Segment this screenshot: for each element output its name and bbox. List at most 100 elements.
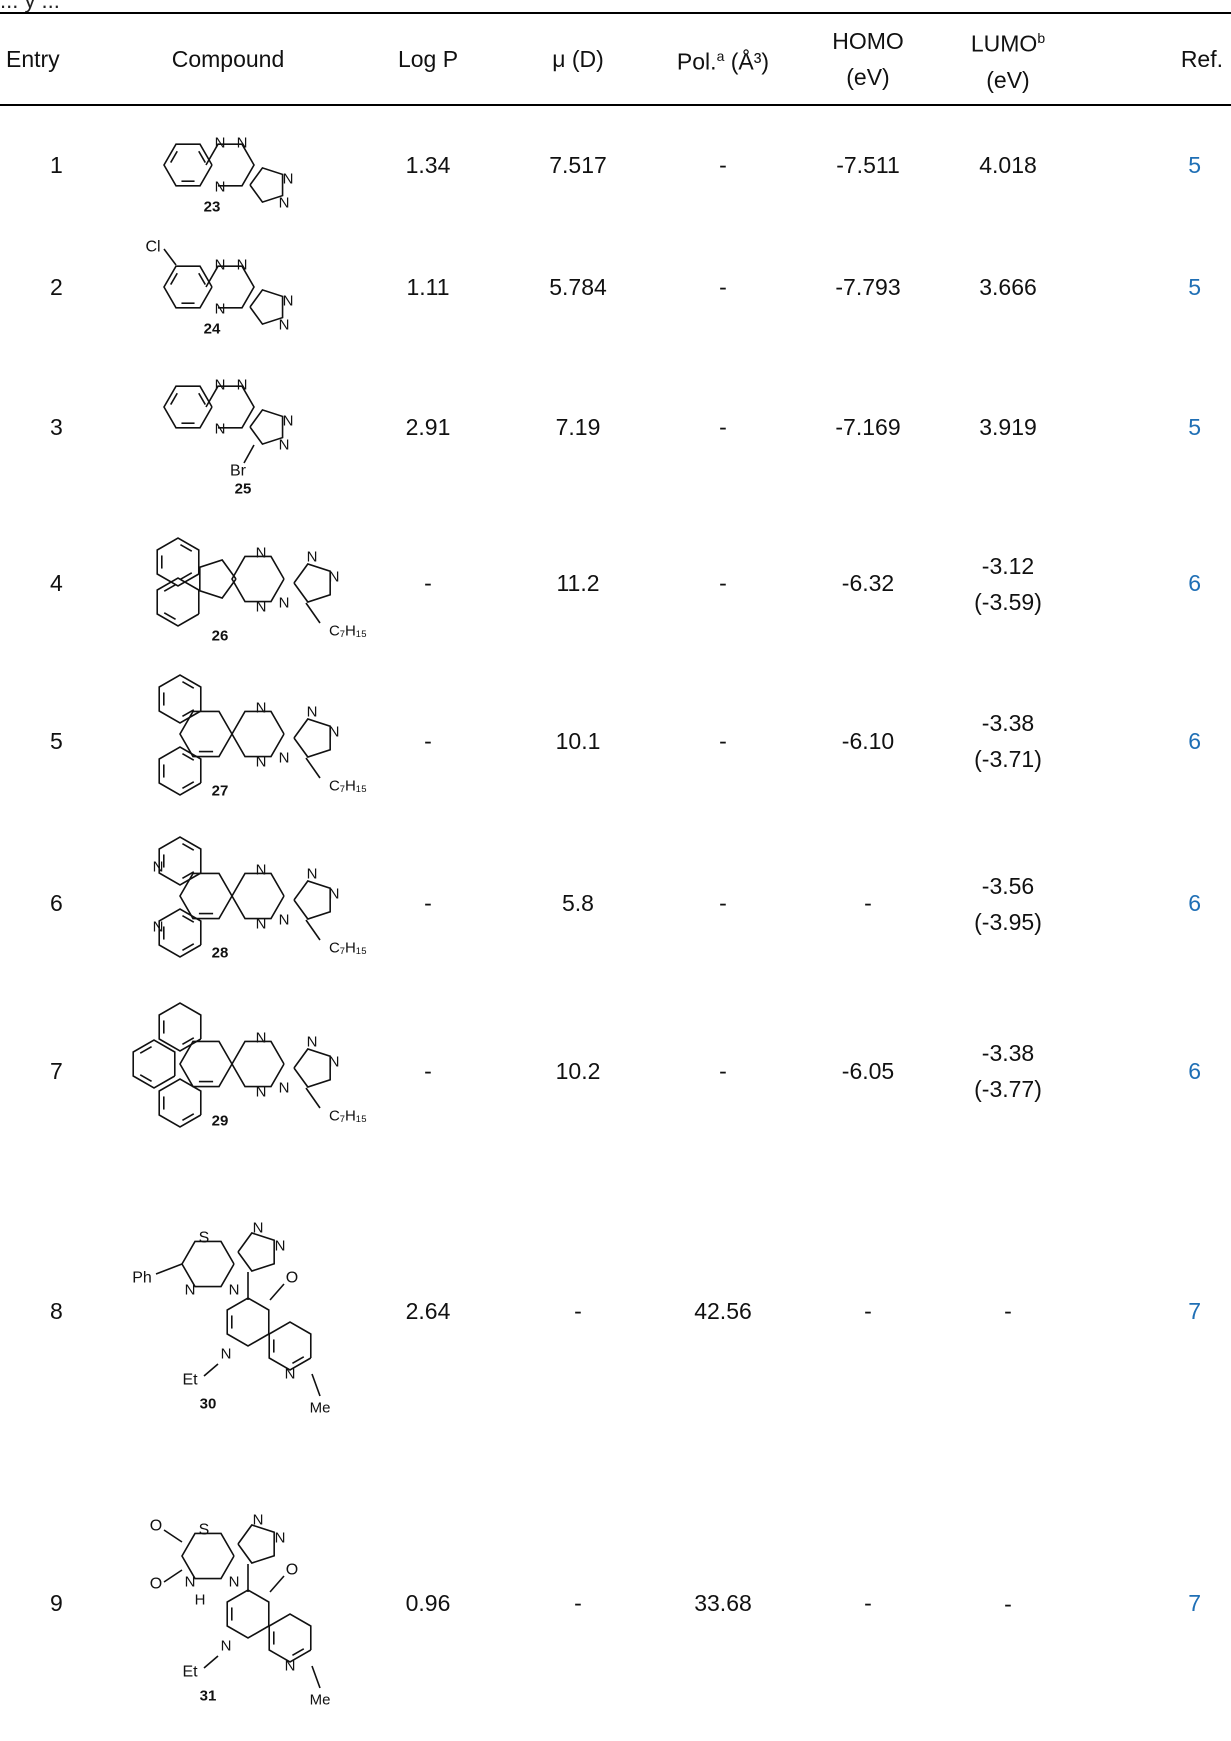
atom-label: H [195, 1592, 206, 1609]
atom-label: N [256, 1083, 267, 1100]
atom-label: N [215, 301, 226, 318]
atom-label: N [153, 859, 164, 876]
reference-link[interactable]: 7 [1188, 1297, 1201, 1324]
logp-cell: - [424, 570, 432, 596]
atom-label: N [329, 723, 340, 740]
atom-label: S [199, 1522, 210, 1539]
atom-label: N [253, 1219, 264, 1236]
homo-cell: -7.169 [835, 413, 901, 440]
lumo-cell: -3.12 (-3.59) [974, 552, 1042, 615]
table-row: 9 S N N N N O O H O N N Et Me 31 0.96 - 33.68 - - 7 [0, 1466, 1231, 1741]
pol-cell: - [719, 570, 727, 596]
lumo-cell: - [1004, 1590, 1012, 1617]
pol-cell: - [719, 890, 727, 916]
reference-link[interactable]: 6 [1188, 890, 1201, 916]
atom-label: N [229, 1574, 240, 1591]
table-row: 4 N N N N N C₇H₁₅ 26 - 11.2 - -6.32 -3.12 (-3.5… [0, 506, 1231, 661]
atom-label: Me [310, 1399, 331, 1416]
atom-label: N [329, 1053, 340, 1070]
lumo-cell: 4.018 [979, 152, 1037, 178]
lumo-cell: - [1004, 1298, 1012, 1324]
col-entry: Entry [6, 46, 60, 72]
atom-label: N [215, 179, 226, 196]
table-header-rule [0, 104, 1231, 106]
properties-table: Entry Compound Log P μ (D) Pol.a (Å³) HO… [0, 14, 1231, 1741]
reference-link[interactable]: 7 [1188, 1590, 1201, 1616]
entry-cell: 4 [50, 570, 63, 596]
lumo-cell: -3.38 (-3.71) [974, 710, 1042, 772]
pol-cell: - [719, 151, 727, 178]
compound-structure: S N N N N O O H O N N Et Me 31 [108, 1466, 348, 1741]
reference-link[interactable]: 5 [1188, 413, 1201, 440]
atom-label: O [286, 1269, 298, 1286]
lumo-cell: -3.56 (-3.95) [974, 872, 1042, 935]
atom-label: N [279, 912, 290, 929]
atom-label: C₇H₁₅ [329, 940, 367, 957]
table-row: 1 N N N N N 23 1.34 7.517 - -7.511 4.018 5 [0, 104, 1231, 226]
col-mu: μ (D) [552, 46, 604, 72]
atom-label: N [275, 1237, 286, 1254]
table-row: 3 N N N N N Br 25 2.91 7.19 - -7.169 3.919 5 [0, 348, 1231, 506]
atom-label: N [307, 703, 318, 720]
atom-label: O [286, 1562, 298, 1579]
compound-number: 24 [204, 321, 221, 338]
entry-cell: 6 [50, 890, 63, 916]
reference-link[interactable]: 6 [1188, 570, 1201, 596]
compound-structure: N N N N N C₇H₁₅ 27 [108, 661, 367, 821]
atom-label: N [237, 377, 248, 394]
col-compound: Compound [171, 46, 285, 72]
logp-cell: - [424, 890, 432, 916]
atom-label: N [256, 916, 267, 933]
col-lumo: LUMOb (eV) [970, 30, 1046, 93]
atom-label: N [279, 749, 290, 766]
compound-structure: N N N N N C₇H₁₅ 29 [108, 986, 367, 1156]
compound-number: 26 [212, 627, 229, 644]
compound-structure: S N N N N Ph O N N Et Me 30 [108, 1156, 348, 1466]
atom-label: N [285, 1365, 296, 1382]
atom-label: N [256, 544, 267, 561]
atom-label: N [329, 886, 340, 903]
atom-label: N [256, 753, 267, 770]
atom-label: Et [182, 1371, 198, 1388]
compound-number: 27 [212, 782, 229, 799]
col-logp: Log P [397, 46, 459, 72]
atom-label: N [221, 1638, 232, 1655]
mu-cell: 5.8 [562, 890, 594, 916]
mu-cell: 11.2 [556, 570, 600, 596]
pol-cell: 33.68 [694, 1590, 752, 1616]
reference-link[interactable]: 5 [1188, 273, 1201, 300]
entry-cell: 5 [50, 727, 63, 754]
homo-cell: - [864, 1297, 872, 1324]
atom-label: Br [230, 463, 247, 480]
atom-label: N [215, 377, 226, 394]
pol-cell: - [719, 273, 727, 300]
reference-link[interactable]: 6 [1188, 1057, 1201, 1084]
atom-label: Ph [132, 1269, 152, 1286]
compound-number: 30 [200, 1395, 217, 1412]
atom-label: N [185, 1574, 196, 1591]
logp-cell: 2.64 [405, 1297, 451, 1324]
atom-label: N [215, 421, 226, 438]
table-top-rule [0, 12, 1231, 14]
pol-cell: 42.56 [694, 1297, 752, 1324]
table-row: 8 S N N N N Ph O N N Et Me 30 2.64 - 42.56 - - 7 [0, 1156, 1231, 1466]
homo-cell: - [864, 1590, 872, 1616]
compound-structure: N N N N N Cl 24 [108, 226, 348, 348]
compound-structure: N N N N N 23 [108, 104, 348, 226]
atom-label: C₇H₁₅ [329, 1107, 367, 1124]
mu-cell: - [574, 1590, 582, 1616]
compound-number: 25 [235, 481, 252, 498]
reference-link[interactable]: 6 [1188, 727, 1201, 754]
pol-cell: - [719, 413, 727, 440]
pol-cell: - [719, 727, 727, 754]
reference-link[interactable]: 5 [1188, 151, 1201, 178]
atom-label: C₇H₁₅ [329, 777, 367, 794]
entry-cell: 1 [50, 151, 63, 178]
atom-label: N [283, 413, 294, 430]
homo-cell: -7.793 [835, 273, 901, 300]
mu-cell: 7.517 [549, 151, 607, 178]
